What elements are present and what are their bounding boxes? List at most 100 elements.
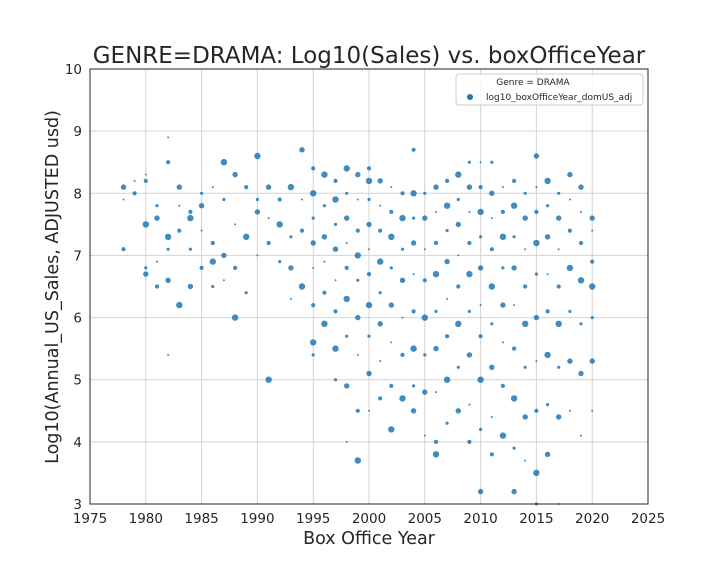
data-point bbox=[200, 191, 204, 195]
data-point bbox=[555, 320, 562, 327]
x-tick-labels: 1975 1980 1985 1990 1995 2000 2005 2010 2015 2020… bbox=[73, 511, 665, 527]
data-point bbox=[199, 265, 204, 270]
data-point bbox=[467, 240, 472, 246]
data-point bbox=[378, 228, 383, 233]
data-point bbox=[522, 414, 528, 420]
x-tick-label: 2010 bbox=[463, 511, 497, 527]
data-point bbox=[466, 184, 473, 190]
data-point bbox=[200, 229, 203, 232]
data-point bbox=[490, 217, 493, 220]
data-point bbox=[154, 215, 160, 221]
data-point bbox=[512, 235, 516, 239]
data-point bbox=[389, 383, 394, 388]
data-point bbox=[535, 360, 538, 363]
data-point bbox=[156, 260, 158, 263]
y-tick-label: 10 bbox=[65, 62, 82, 78]
x-tick-label: 1995 bbox=[296, 511, 330, 527]
data-point bbox=[445, 229, 449, 233]
data-point bbox=[590, 259, 595, 264]
data-point bbox=[356, 198, 359, 201]
data-point bbox=[233, 265, 238, 270]
data-point bbox=[166, 160, 171, 165]
data-point bbox=[533, 239, 540, 247]
data-point bbox=[367, 334, 371, 338]
data-point bbox=[265, 376, 272, 383]
data-point bbox=[423, 248, 426, 251]
data-point bbox=[566, 264, 574, 272]
data-point bbox=[534, 209, 539, 214]
data-point bbox=[222, 279, 225, 282]
data-point bbox=[365, 301, 373, 309]
data-point bbox=[133, 179, 136, 182]
data-point bbox=[289, 297, 292, 300]
data-point bbox=[167, 136, 170, 139]
data-point bbox=[445, 421, 449, 425]
data-point bbox=[534, 272, 539, 276]
data-point bbox=[524, 459, 527, 462]
data-point bbox=[410, 190, 417, 197]
data-point bbox=[178, 204, 181, 207]
data-point bbox=[120, 184, 127, 190]
y-tick-label: 5 bbox=[73, 373, 82, 389]
data-point bbox=[267, 217, 270, 220]
data-point bbox=[589, 358, 595, 364]
data-point bbox=[220, 159, 228, 166]
data-point bbox=[422, 389, 428, 395]
data-point bbox=[499, 432, 507, 439]
data-point bbox=[377, 258, 384, 265]
data-point bbox=[501, 341, 504, 344]
data-point bbox=[443, 202, 451, 209]
data-point bbox=[333, 178, 338, 183]
data-point bbox=[490, 160, 494, 164]
data-point bbox=[522, 320, 529, 327]
data-point bbox=[524, 248, 527, 251]
data-point bbox=[311, 353, 315, 357]
data-point bbox=[378, 291, 382, 295]
data-point bbox=[144, 173, 147, 176]
data-point bbox=[466, 270, 473, 278]
data-point bbox=[590, 316, 594, 320]
y-tick-label: 8 bbox=[73, 186, 82, 202]
data-point bbox=[557, 248, 560, 251]
data-point bbox=[433, 184, 439, 190]
data-point bbox=[345, 334, 349, 338]
data-point bbox=[354, 252, 361, 259]
data-point bbox=[490, 322, 494, 326]
data-point bbox=[544, 451, 551, 457]
data-point bbox=[254, 209, 261, 215]
data-point bbox=[301, 198, 303, 201]
data-point bbox=[379, 204, 382, 207]
data-point bbox=[389, 266, 393, 270]
data-point bbox=[533, 469, 540, 477]
data-point bbox=[356, 353, 359, 356]
data-point bbox=[432, 270, 440, 278]
data-point bbox=[390, 341, 393, 344]
data-point bbox=[288, 265, 294, 271]
data-point bbox=[467, 160, 471, 164]
data-point bbox=[142, 221, 149, 228]
data-point bbox=[567, 358, 573, 364]
data-point bbox=[589, 283, 596, 290]
data-point bbox=[457, 254, 460, 257]
data-point bbox=[567, 171, 573, 178]
data-point bbox=[244, 291, 248, 295]
data-point bbox=[377, 178, 383, 184]
data-point bbox=[399, 214, 406, 222]
data-point bbox=[343, 295, 350, 303]
data-point bbox=[400, 352, 405, 357]
data-point bbox=[287, 183, 295, 191]
data-point bbox=[544, 234, 551, 240]
data-point bbox=[366, 272, 372, 277]
data-points bbox=[120, 136, 596, 506]
x-tick-label: 1990 bbox=[240, 511, 274, 527]
data-point bbox=[256, 254, 259, 257]
data-point bbox=[568, 198, 571, 201]
x-tick-label: 2005 bbox=[408, 511, 442, 527]
data-point bbox=[412, 273, 415, 276]
data-point bbox=[568, 309, 572, 313]
data-point bbox=[354, 457, 361, 464]
data-point bbox=[176, 301, 183, 309]
data-point bbox=[545, 309, 550, 314]
data-point bbox=[345, 191, 349, 195]
y-tick-labels: 3 4 5 6 7 8 9 10 bbox=[65, 62, 82, 513]
